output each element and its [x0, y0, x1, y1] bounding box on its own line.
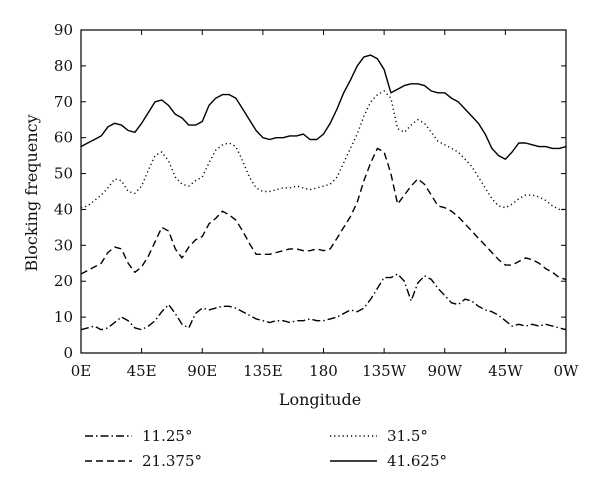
x-tick-label: 180 [309, 362, 338, 380]
x-tick-label: 90W [427, 362, 462, 380]
series-line-dashed [80, 147, 567, 281]
y-tick-label: 10 [54, 308, 73, 326]
legend-label: 31.5° [387, 427, 428, 445]
x-tick-label: 45W [488, 362, 523, 380]
legend: 11.25° 21.375° 31.5° 41.625° [85, 427, 447, 470]
legend-label: 11.25° [142, 427, 192, 445]
plot-frame [80, 29, 567, 354]
x-tick-label: 0W [554, 362, 580, 380]
y-tick-label: 0 [63, 344, 73, 362]
x-axis-label: Longitude [279, 390, 361, 409]
y-tick-label: 40 [54, 200, 73, 218]
plot-area [80, 29, 567, 354]
y-tick-label: 60 [54, 129, 73, 147]
y-axis-label: Blocking frequency [22, 114, 41, 271]
y-tick-label: 80 [54, 57, 73, 75]
y-tick-label: 70 [54, 93, 73, 111]
series-line-dashdot [80, 273, 567, 331]
y-tick-label: 90 [54, 21, 73, 39]
y-tick-label: 20 [54, 272, 73, 290]
legend-label: 41.625° [387, 452, 447, 470]
x-tick-label: 135W [362, 362, 407, 380]
y-axis: 0 10 20 30 40 50 60 70 80 90 [54, 21, 566, 362]
x-tick-label: 45E [127, 362, 157, 380]
x-tick-label: 0E [71, 362, 92, 380]
series-line-dotted [80, 90, 566, 211]
x-tick-label: 90E [187, 362, 217, 380]
y-tick-label: 30 [54, 236, 73, 254]
legend-label: 21.375° [142, 452, 202, 470]
y-tick-label: 50 [54, 165, 73, 183]
series-line-solid [80, 54, 567, 160]
x-tick-label: 135E [243, 362, 283, 380]
series-lines [80, 54, 567, 331]
x-axis: 0E 45E 90E 135E 180 135W 90W 45W 0W [71, 30, 579, 380]
